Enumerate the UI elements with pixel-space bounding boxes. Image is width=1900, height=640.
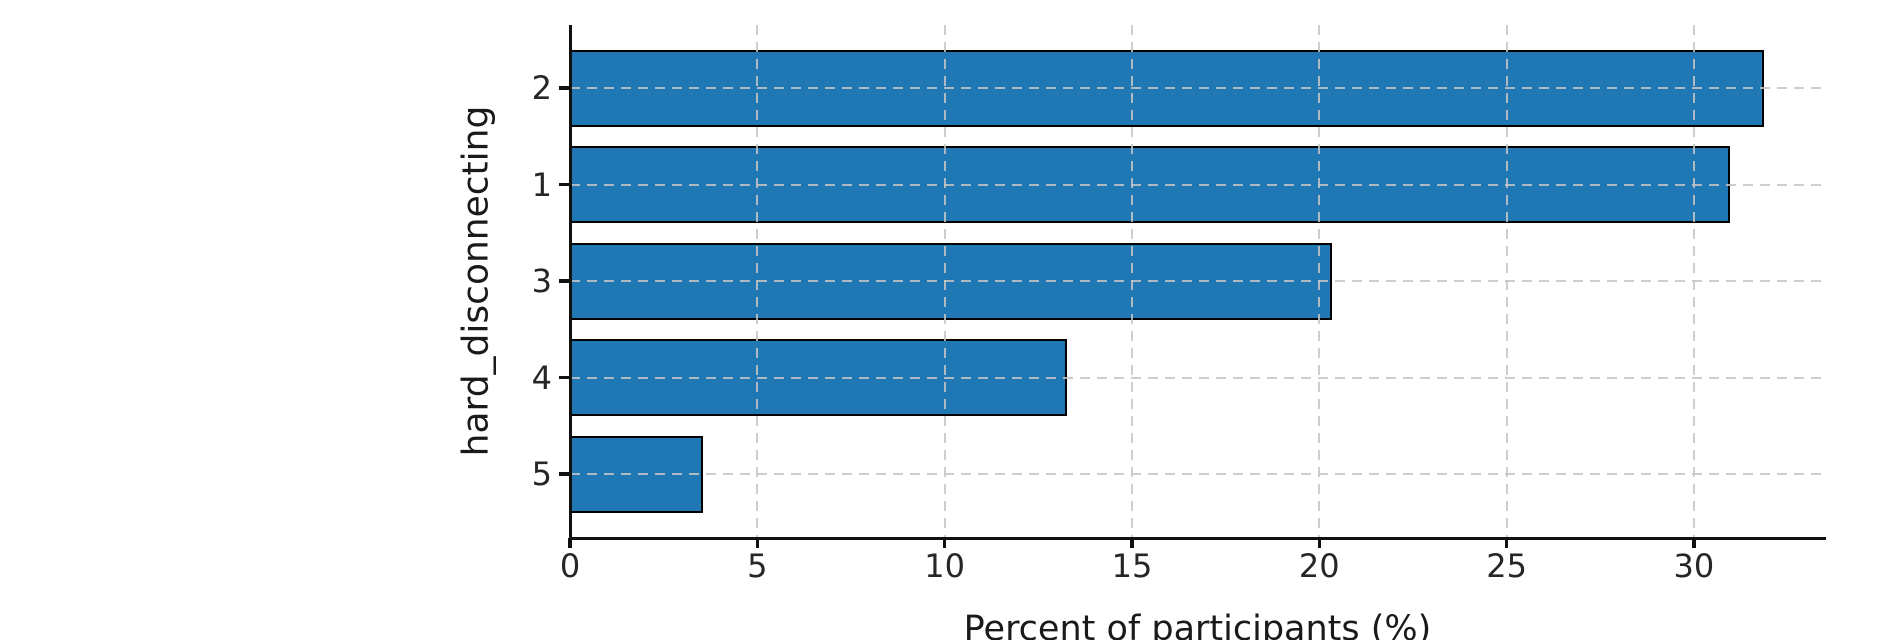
y-tick-mark xyxy=(558,472,569,476)
y-tick-label: 2 xyxy=(531,69,552,107)
x-tick-mark xyxy=(942,538,947,548)
x-tick-label: 15 xyxy=(1111,547,1153,585)
y-tick-label: 1 xyxy=(531,165,552,204)
y-tick-mark xyxy=(558,86,569,90)
y-axis-spine xyxy=(568,25,572,539)
x-tick-mark xyxy=(755,538,760,548)
gridline-horizontal xyxy=(570,183,1825,186)
x-tick-mark xyxy=(1692,538,1696,548)
y-axis-label: hard_disconnecting xyxy=(455,105,497,457)
y-tick-label: 5 xyxy=(531,455,552,493)
gridline-horizontal xyxy=(570,87,1825,89)
y-tick-mark xyxy=(558,375,569,380)
y-tick-label: 3 xyxy=(531,262,552,300)
gridline-horizontal xyxy=(570,280,1825,282)
x-tick-label: 5 xyxy=(747,547,768,585)
x-axis-label: Percent of participants (%) xyxy=(963,609,1432,640)
x-tick-mark xyxy=(1504,538,1509,548)
x-tick-label: 0 xyxy=(559,547,581,585)
y-tick-mark xyxy=(558,182,569,187)
y-tick-label: 4 xyxy=(531,358,552,397)
x-tick-mark xyxy=(1130,538,1134,548)
x-tick-label: 25 xyxy=(1486,547,1527,585)
gridline-horizontal xyxy=(570,473,1825,475)
x-tick-label: 20 xyxy=(1298,547,1340,585)
gridline-horizontal xyxy=(570,376,1825,379)
x-tick-label: 30 xyxy=(1673,547,1715,585)
x-tick-mark xyxy=(1317,538,1321,548)
y-tick-mark xyxy=(558,279,569,283)
x-tick-mark xyxy=(568,538,572,548)
x-tick-label: 10 xyxy=(924,547,965,585)
x-axis-spine xyxy=(568,536,1826,540)
